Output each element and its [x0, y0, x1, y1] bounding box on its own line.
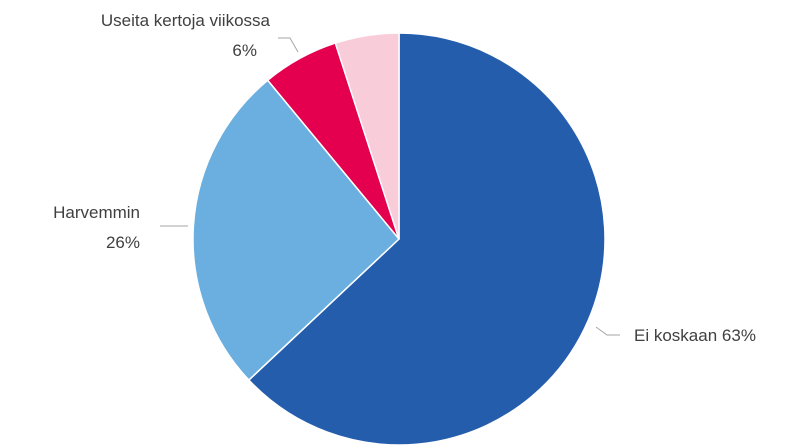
leader-line-ei-koskaan [595, 326, 620, 336]
pie-slice-0 [248, 32, 606, 446]
leader-line-useita [278, 37, 299, 53]
pie-slice-1 [192, 79, 400, 381]
slice-label-useita: Useita kertoja viikossa [101, 11, 271, 30]
pie-slices [192, 32, 606, 446]
slice-label-harvemmin: Harvemmin [53, 203, 140, 222]
slice-value-harvemmin: 26% [106, 233, 140, 252]
slice-value-useita: 6% [232, 41, 257, 60]
slice-label-ei-koskaan: Ei koskaan 63% [634, 326, 756, 345]
pie-slice-3 [334, 32, 400, 240]
